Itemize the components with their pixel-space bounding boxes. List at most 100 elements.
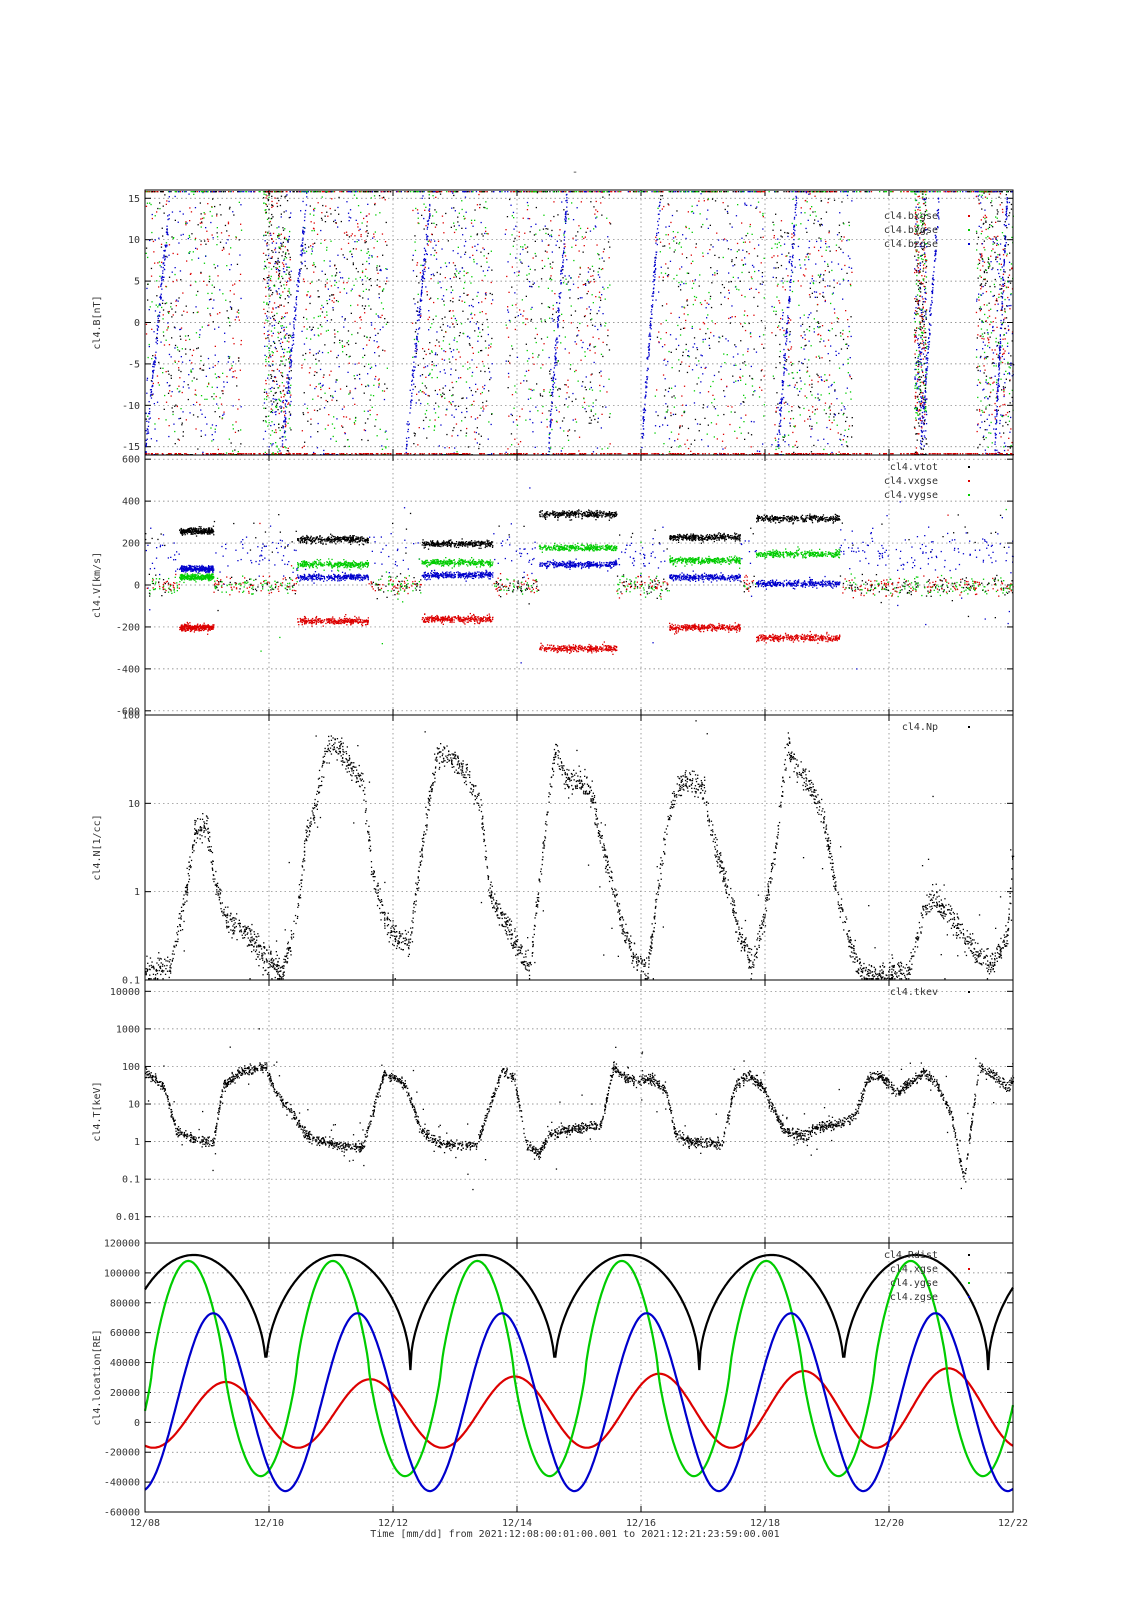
data-point [189,251,191,253]
data-point [842,364,844,366]
data-point [279,342,282,345]
data-point [418,191,420,193]
data-point [152,240,155,243]
data-point [145,252,147,254]
data-point [168,425,170,427]
data-point [461,397,463,400]
data-point [286,200,289,202]
data-point [597,253,599,255]
data-point [567,281,569,283]
data-point [789,425,791,427]
data-point [546,251,548,253]
data-point [240,443,242,445]
data-point [368,257,370,259]
data-point [923,430,925,432]
data-point [190,191,192,193]
data-point [687,355,689,357]
data-point [178,418,180,420]
data-point [429,373,431,376]
data-point [549,278,551,280]
data-point [371,255,373,257]
data-point [563,209,565,211]
data-point [917,234,919,236]
data-point [677,285,680,288]
data-point [309,302,311,305]
data-point [339,388,342,390]
data-point [360,211,362,214]
data-point [278,427,280,429]
data-point [461,227,463,229]
data-point [266,302,268,304]
data-point [323,407,326,409]
data-point [924,224,926,226]
data-point [550,377,553,379]
data-point [165,302,168,304]
data-point [425,225,427,227]
data-point [443,336,445,338]
data-point [386,321,389,323]
data-point [324,344,326,346]
data-point [310,436,312,438]
data-point [578,191,580,193]
data-point [369,399,371,401]
data-point [763,297,765,299]
data-point [311,328,313,331]
data-point [924,301,926,303]
data-point [667,203,669,205]
data-point [453,427,455,429]
data-point [827,198,830,200]
data-point [846,272,848,274]
data-point [157,314,159,317]
data-point [670,446,672,448]
data-point [799,390,801,393]
data-point [925,318,927,320]
data-point [487,233,489,235]
data-point [286,266,288,268]
data-point [541,302,543,305]
data-point [811,425,813,428]
data-point [846,347,848,350]
data-point [754,270,756,273]
data-point [665,226,667,228]
data-point [332,435,334,438]
data-point [578,250,580,252]
data-point [433,429,435,431]
data-point [272,398,274,400]
data-point [773,235,775,237]
data-point [740,379,742,381]
data-point [603,248,605,250]
data-point [458,224,460,227]
data-point [922,283,924,285]
data-point [289,351,291,354]
data-point [283,305,285,307]
data-point [549,266,552,268]
data-point [271,421,273,423]
data-point [551,279,553,281]
data-point [722,239,725,241]
data-point [354,417,357,419]
data-point [273,401,275,403]
data-point [922,231,924,234]
data-point [157,207,159,210]
data-point [824,286,826,288]
data-point [564,275,566,277]
data-point [838,232,840,234]
data-point [816,240,818,243]
data-point [772,375,774,377]
data-point [484,275,486,277]
data-point [741,259,743,261]
data-point [271,250,273,252]
data-point [327,352,329,354]
data-point [725,191,728,193]
data-point [550,234,552,236]
data-point [211,396,213,398]
data-point [320,308,322,310]
data-point [731,316,733,318]
data-point [552,261,554,263]
data-point [312,264,314,266]
data-point [824,299,826,302]
data-point [220,214,222,216]
data-point [535,255,537,257]
data-point [354,403,356,405]
data-point [734,430,736,432]
